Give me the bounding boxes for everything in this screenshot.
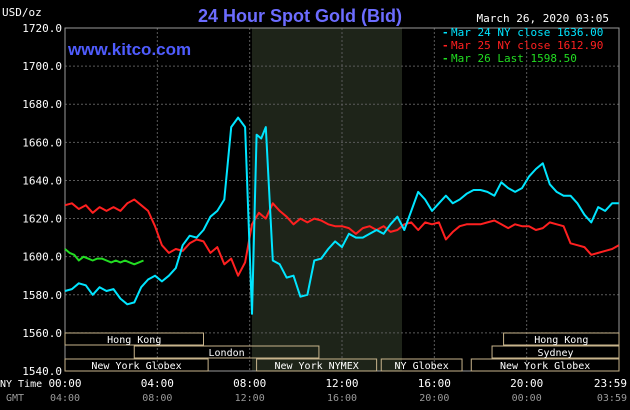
x-tick-label-gmt: 00:00 bbox=[512, 393, 542, 404]
session-box bbox=[133, 345, 320, 359]
y-tick-label: 1580.0 bbox=[22, 289, 62, 302]
x-axis-label-gmt: GMT bbox=[6, 393, 24, 404]
highlight-band-rect bbox=[251, 28, 403, 371]
session-label: Hong Kong bbox=[107, 335, 161, 346]
price-series bbox=[64, 116, 620, 315]
y-tick-label: 1540.0 bbox=[22, 365, 62, 378]
x-axis-ticks: 00:00 04:00 04:00 08:00 08:00 12:00 12:00 16:00… bbox=[48, 377, 627, 404]
x-tick-label-ny: 08:00 bbox=[233, 377, 266, 390]
session-label: Hong Kong bbox=[534, 335, 588, 346]
x-axis-label-ny: NY Time bbox=[0, 379, 42, 390]
session-label: Sydney bbox=[537, 348, 573, 359]
series-line bbox=[64, 248, 144, 266]
session-label: New York Globex bbox=[91, 361, 181, 372]
x-tick-label-ny: 23:59 bbox=[594, 377, 627, 390]
x-tick-label-gmt: 08:00 bbox=[142, 393, 172, 404]
series-line bbox=[64, 198, 620, 277]
session-label: New York Globex bbox=[500, 361, 590, 372]
x-tick-label-gmt: 20:00 bbox=[419, 393, 449, 404]
y-tick-label: 1660.0 bbox=[22, 136, 62, 149]
session-label: London bbox=[209, 348, 245, 359]
x-tick-label-ny: 16:00 bbox=[418, 377, 451, 390]
y-axis-ticks: 1540.0 1560.0 1580.0 1600.0 1620.0 1640.0 1660… bbox=[22, 22, 62, 378]
legend-entry: Mar 25 NY close 1612.90 bbox=[451, 39, 603, 52]
x-tick-label-gmt: 12:00 bbox=[235, 393, 265, 404]
y-unit-label: USD/oz bbox=[2, 6, 42, 19]
legend-dash: - bbox=[442, 39, 449, 52]
highlight-band bbox=[251, 28, 403, 371]
x-tick-label-ny: 20:00 bbox=[510, 377, 543, 390]
session-label: New York NYMEX bbox=[274, 361, 358, 372]
chart-date: March 26, 2020 03:05 bbox=[477, 12, 609, 25]
y-tick-label: 1560.0 bbox=[22, 327, 62, 340]
y-tick-label: 1720.0 bbox=[22, 22, 62, 35]
session-box bbox=[491, 345, 620, 359]
session-box bbox=[64, 332, 204, 346]
x-tick-label-gmt: 16:00 bbox=[327, 393, 357, 404]
legend-dash: - bbox=[442, 52, 449, 65]
y-tick-label: 1640.0 bbox=[22, 174, 62, 187]
series-line bbox=[64, 116, 619, 315]
x-tick-label-gmt: 04:00 bbox=[50, 393, 80, 404]
x-tick-label-ny: 00:00 bbox=[48, 377, 81, 390]
legend-dash: - bbox=[442, 26, 449, 39]
session-box bbox=[64, 358, 209, 372]
y-tick-label: 1620.0 bbox=[22, 213, 62, 226]
session-box bbox=[470, 358, 620, 372]
session-label: NY Globex bbox=[395, 361, 449, 372]
x-tick-label-ny: 04:00 bbox=[141, 377, 174, 390]
market-sessions: Hong Kong London New York Globex New York N… bbox=[64, 332, 620, 372]
watermark: www.kitco.com bbox=[67, 40, 191, 59]
session-box bbox=[503, 332, 620, 346]
chart-title: 24 Hour Spot Gold (Bid) bbox=[198, 6, 402, 26]
x-tick-label-ny: 12:00 bbox=[325, 377, 358, 390]
session-box bbox=[256, 358, 378, 372]
legend-entry: Mar 24 NY close 1636.00 bbox=[451, 26, 603, 39]
legend: - Mar 24 NY close 1636.00- Mar 25 NY close… bbox=[442, 26, 603, 65]
legend-entry: Mar 26 Last 1598.50 bbox=[451, 52, 577, 65]
y-tick-label: 1600.0 bbox=[22, 251, 62, 264]
session-box bbox=[380, 358, 463, 372]
y-tick-label: 1700.0 bbox=[22, 60, 62, 73]
y-tick-label: 1680.0 bbox=[22, 98, 62, 111]
x-tick-label-gmt: 03:59 bbox=[597, 393, 627, 404]
